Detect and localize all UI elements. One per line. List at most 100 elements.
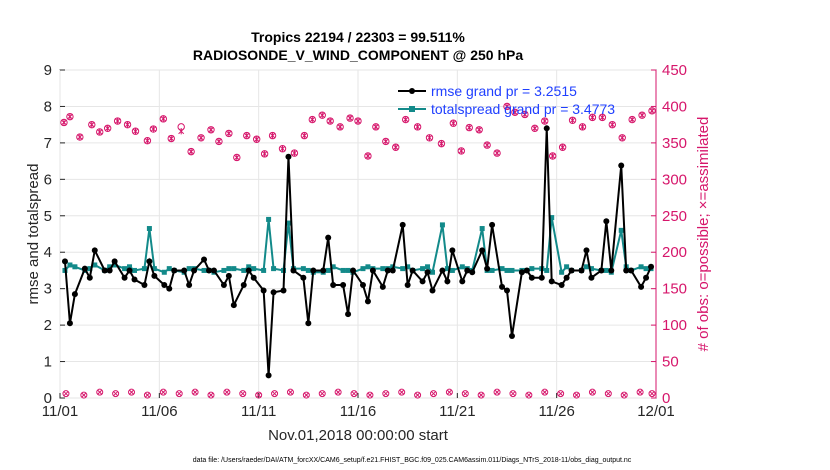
obs-assimilated-marker <box>327 117 334 125</box>
obs-assimilated-marker <box>621 392 627 398</box>
rmse-point <box>245 267 252 274</box>
rmse-point <box>151 272 158 279</box>
y2-axis-label: # of obs: o=possible; ×=assimilated <box>695 117 712 352</box>
y-axis-ticks: 0 1 2 3 4 5 6 7 8 9 <box>44 62 65 407</box>
totalspread-point <box>444 266 450 272</box>
totalspread-point <box>479 226 485 232</box>
obs-assimilated-marker <box>504 103 510 110</box>
rmse-point <box>325 234 332 241</box>
obs-possible-marker <box>445 388 453 396</box>
rmse-point <box>206 267 212 274</box>
obs-possible-marker <box>477 391 485 399</box>
totalspread-point <box>107 264 113 270</box>
obs-assimilated-marker <box>160 115 167 123</box>
obs-assimilated-marker <box>511 109 518 116</box>
rmse-point <box>479 247 486 254</box>
y2-tick-label: 450 <box>662 62 687 79</box>
totalspread-point <box>67 262 73 268</box>
rmse-point <box>489 221 496 228</box>
obs-possible-marker <box>223 388 231 396</box>
totalspread-point <box>285 220 291 226</box>
totalspread-point <box>186 266 192 272</box>
totalspread-point <box>360 266 366 272</box>
y2-tick-label: 150 <box>662 281 687 298</box>
totalspread-point <box>638 264 644 270</box>
totalspread-point <box>400 266 406 272</box>
totalspread-point <box>201 267 207 273</box>
obs-count-markers <box>60 102 656 162</box>
x-tick-label: 11/01 <box>42 403 78 420</box>
totalspread-point <box>92 262 98 268</box>
obs-assimilated-marker <box>261 150 268 158</box>
rmse-point <box>161 282 168 289</box>
totalspread-point <box>300 266 306 272</box>
obs-assimilated-marker <box>150 125 157 133</box>
obs-assimilated-marker <box>176 391 182 397</box>
rmse-point <box>186 282 193 289</box>
totalspread-point <box>439 222 445 228</box>
obs-assimilated-marker <box>240 391 246 397</box>
rmse-point <box>648 263 655 270</box>
totalspread-point <box>122 266 128 272</box>
obs-assimilated-marker <box>124 121 131 128</box>
obs-possible-marker <box>493 388 501 396</box>
rmse-point <box>81 265 88 272</box>
obs-assimilated-marker <box>510 391 516 397</box>
obs-assimilated-marker <box>579 123 586 131</box>
rmse-point <box>146 258 153 265</box>
rmse-point <box>628 267 635 274</box>
totalspread-point <box>588 266 594 272</box>
totalspread-point <box>489 267 495 273</box>
totalspread-point <box>330 264 336 270</box>
obs-possible-marker <box>191 388 199 396</box>
totalspread-point <box>132 267 137 273</box>
obs-assimilated-marker <box>458 147 465 155</box>
rmse-point <box>369 267 376 274</box>
totalspread-point <box>226 266 232 272</box>
obs-assimilated-marker <box>629 116 636 123</box>
obs-possible-marker <box>429 390 437 398</box>
rmse-point <box>250 274 257 281</box>
obs-possible-marker <box>525 391 533 399</box>
rmse-point <box>583 247 590 254</box>
obs-assimilated-marker <box>61 119 67 126</box>
obs-possible-marker <box>286 388 294 396</box>
obs-assimilated-marker <box>573 392 580 398</box>
rmse-point <box>201 256 208 263</box>
obs-possible-marker <box>207 391 215 399</box>
rmse-point <box>345 311 352 318</box>
rmse-point <box>126 267 133 274</box>
obs-count-markers-bottom <box>62 388 656 399</box>
rmse-point <box>265 372 272 379</box>
obs-possible-marker <box>461 390 469 398</box>
totalspread-point <box>340 267 346 273</box>
y2-tick-label: 200 <box>662 244 687 261</box>
rmse-point <box>399 221 406 228</box>
obs-assimilated-marker <box>478 392 484 398</box>
obs-possible-marker <box>414 391 422 399</box>
rmse-point <box>588 274 595 281</box>
obs-assimilated-marker <box>462 391 468 397</box>
obs-assimilated-marker <box>399 389 405 395</box>
totalspread-point <box>271 266 277 272</box>
obs-assimilated-marker <box>269 132 276 139</box>
obs-assimilated-marker <box>609 121 616 128</box>
x-axis-ticks: 11/01 11/06 11/11 11/16 11/21 11/26 12/01 <box>42 393 675 420</box>
rmse-point <box>66 320 73 327</box>
obs-assimilated-marker <box>541 117 548 125</box>
rmse-point <box>310 267 317 274</box>
obs-assimilated-marker <box>233 154 240 161</box>
rmse-point <box>469 269 476 276</box>
obs-assimilated-marker <box>531 125 538 132</box>
obs-assimilated-marker <box>208 392 214 398</box>
obs-assimilated-marker <box>279 145 286 152</box>
obs-assimilated-marker <box>301 132 308 139</box>
obs-assimilated-marker <box>494 389 500 395</box>
rmse-point <box>210 267 217 274</box>
obs-assimilated-marker <box>649 107 655 115</box>
obs-assimilated-marker <box>225 130 232 137</box>
legend-rmse-label: rmse grand pr = 3.2515 <box>431 83 577 99</box>
obs-assimilated-marker <box>367 392 373 398</box>
totalspread-point <box>603 267 609 273</box>
rmse-point <box>389 267 396 274</box>
